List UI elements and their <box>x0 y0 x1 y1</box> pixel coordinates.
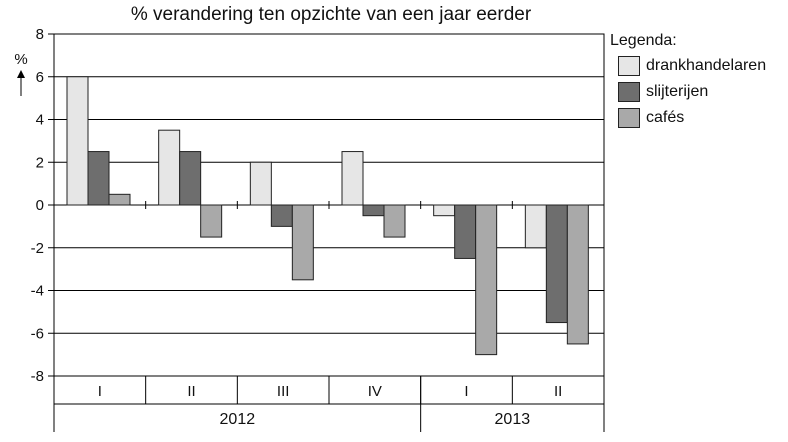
bar <box>158 129 181 206</box>
bar <box>249 161 272 206</box>
legend-swatch <box>618 82 640 102</box>
bar <box>545 204 568 324</box>
bar <box>270 204 293 227</box>
y-tick-label: 0 <box>36 197 44 214</box>
bar <box>475 204 498 356</box>
bar <box>524 204 547 249</box>
y-axis-arrowhead <box>17 70 25 78</box>
legend-title: Legenda: <box>610 32 677 49</box>
legend-swatch <box>618 56 640 76</box>
y-tick-label: 4 <box>36 112 44 129</box>
legend-label: cafés <box>646 109 685 126</box>
y-tick-label: 2 <box>36 154 44 171</box>
category-label: IV <box>368 383 382 400</box>
category-label: III <box>277 383 290 400</box>
chart-title: % verandering ten opzichte van een jaar … <box>130 4 532 25</box>
bar <box>291 204 314 281</box>
bar <box>66 76 89 206</box>
group-label: 2012 <box>220 411 256 428</box>
group-label: 2013 <box>495 411 531 428</box>
legend-label: slijterijen <box>646 83 709 100</box>
category-label: II <box>187 383 195 400</box>
category-label: I <box>464 383 468 400</box>
bar <box>108 193 131 206</box>
bar <box>341 151 364 206</box>
bar <box>433 204 456 217</box>
bar <box>87 151 110 206</box>
y-tick-label: -4 <box>31 283 44 300</box>
category-label: II <box>554 383 562 400</box>
category-label: I <box>98 383 102 400</box>
bar <box>383 204 406 238</box>
legend-swatch <box>618 108 640 128</box>
y-tick-label: 6 <box>36 69 44 86</box>
bar <box>179 151 202 206</box>
y-tick-label: -2 <box>31 240 44 257</box>
y-tick-label: -8 <box>31 368 44 385</box>
y-tick-label: -6 <box>31 325 44 342</box>
y-tick-label: 8 <box>36 26 44 43</box>
bar <box>566 204 589 345</box>
bar <box>454 204 477 259</box>
legend-label: drankhandelaren <box>646 57 767 74</box>
bar <box>200 204 223 238</box>
bar <box>362 204 385 217</box>
y-axis-label: % <box>14 51 27 68</box>
